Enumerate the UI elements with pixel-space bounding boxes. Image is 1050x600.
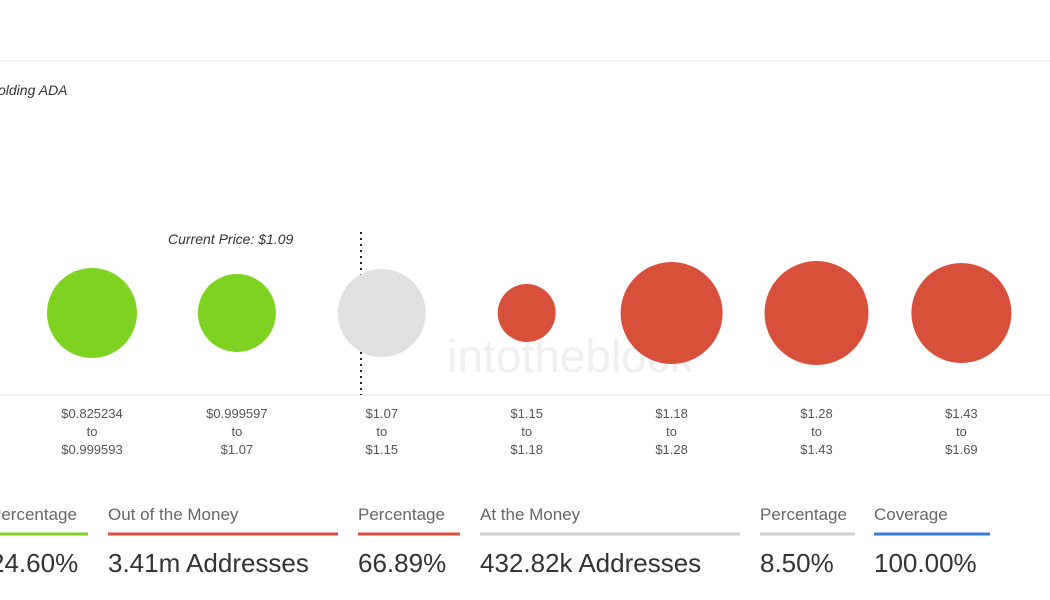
bubble	[47, 268, 137, 358]
range-label: $1.43	[945, 406, 978, 421]
bubble	[911, 263, 1012, 363]
bubble	[497, 284, 556, 342]
subtitle: olding ADA	[0, 82, 68, 98]
stat-label: At the Money	[480, 505, 581, 524]
bubble	[764, 261, 869, 365]
stat-value: 3.41m Addresses	[108, 548, 309, 578]
range-label: $0.825234	[61, 406, 122, 421]
range-label: $1.07	[366, 406, 399, 421]
range-label: to	[811, 424, 822, 439]
stat-label: Percentage	[760, 505, 847, 524]
range-label: $1.69	[945, 442, 978, 457]
range-label: to	[956, 424, 967, 439]
bubble	[197, 274, 276, 352]
range-label: $1.15	[366, 442, 399, 457]
range-label: $1.15	[510, 406, 543, 421]
range-label: to	[87, 424, 98, 439]
range-label: $1.43	[800, 442, 833, 457]
stat-value: 432.82k Addresses	[480, 548, 701, 578]
stat-value: 24.60%	[0, 548, 78, 578]
range-label: to	[521, 424, 532, 439]
bubble	[620, 262, 723, 364]
stat-label: Out of the Money	[108, 505, 239, 524]
stat-label: Coverage	[874, 505, 948, 524]
range-label: $1.18	[510, 442, 543, 457]
stat-label: Percentage	[0, 505, 77, 524]
range-label: $0.999593	[61, 442, 122, 457]
stat-value: 100.00%	[874, 548, 977, 578]
range-label: $0.999597	[206, 406, 267, 421]
stat-value: 8.50%	[760, 548, 834, 578]
range-label: to	[666, 424, 677, 439]
range-label: $1.28	[655, 442, 688, 457]
stat-value: 66.89%	[358, 548, 446, 578]
range-label: to	[231, 424, 242, 439]
current-price-label: Current Price: $1.09	[168, 231, 293, 247]
range-label: $1.28	[800, 406, 833, 421]
range-label: $1.07	[221, 442, 254, 457]
range-label: to	[376, 424, 387, 439]
range-label: $1.18	[655, 406, 688, 421]
bubble	[337, 269, 426, 357]
stat-label: Percentage	[358, 505, 445, 524]
